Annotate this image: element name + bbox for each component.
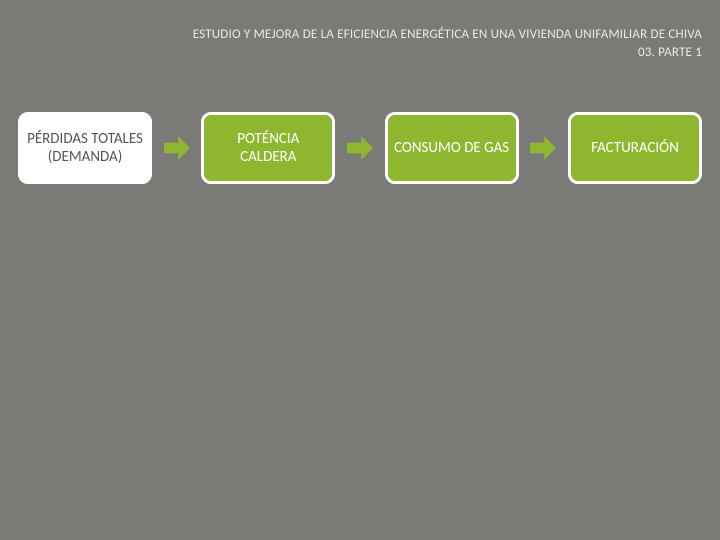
- flow-node-1: POTÉNCIA CALDERA: [201, 112, 335, 184]
- flow-node-label: PÉRDIDAS TOTALES (DEMANDA): [27, 130, 143, 166]
- flow-node-2: CONSUMO DE GAS: [385, 112, 519, 184]
- flow-node-label: CONSUMO DE GAS: [394, 139, 509, 157]
- flow-arrow-3: [530, 136, 556, 160]
- flow-node-label: FACTURACIÓN: [591, 139, 679, 157]
- header-line-1: ESTUDIO Y MEJORA DE LA EFICIENCIA ENERGÉ…: [193, 26, 702, 44]
- slide-header: ESTUDIO Y MEJORA DE LA EFICIENCIA ENERGÉ…: [193, 26, 702, 61]
- header-line-2: 03. PARTE 1: [193, 44, 702, 62]
- flowchart: PÉRDIDAS TOTALES (DEMANDA) POTÉNCIA CALDE…: [18, 112, 702, 184]
- flow-arrow-1: [164, 136, 190, 160]
- flow-node-label: POTÉNCIA CALDERA: [210, 130, 326, 166]
- flow-node-3: FACTURACIÓN: [568, 112, 702, 184]
- slide: ESTUDIO Y MEJORA DE LA EFICIENCIA ENERGÉ…: [0, 0, 720, 540]
- flow-arrow-2: [347, 136, 373, 160]
- flow-node-0: PÉRDIDAS TOTALES (DEMANDA): [18, 112, 152, 184]
